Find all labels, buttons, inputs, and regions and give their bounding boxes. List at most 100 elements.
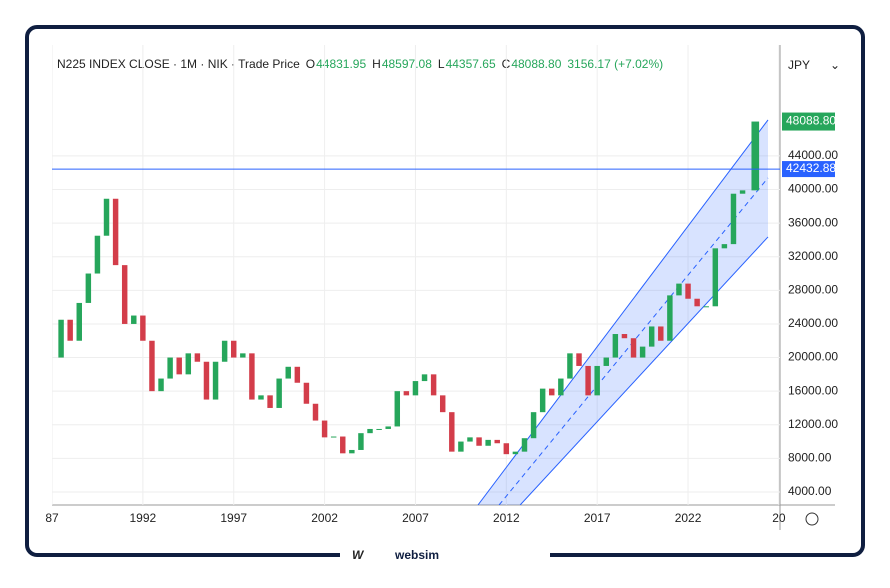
candle <box>158 378 164 392</box>
candle <box>131 315 137 324</box>
candle <box>112 198 119 266</box>
candle <box>203 361 210 400</box>
candle <box>703 306 709 308</box>
candle <box>312 403 319 421</box>
candle <box>340 436 346 454</box>
candle <box>321 420 328 438</box>
header-l: 44357.65 <box>446 57 496 71</box>
currency: JPY <box>788 58 810 72</box>
candle <box>512 451 519 455</box>
candle <box>249 353 255 400</box>
candle <box>739 190 746 194</box>
candle <box>67 319 73 341</box>
brand-icon: W <box>352 548 365 562</box>
candle <box>194 353 201 362</box>
candle <box>185 353 192 375</box>
x-tick-label: 1992 <box>130 511 157 525</box>
candle <box>58 319 64 358</box>
candle <box>412 381 419 396</box>
candle <box>349 449 355 454</box>
settings-icon[interactable] <box>805 512 819 526</box>
candle <box>594 365 600 396</box>
y-tick-label: 16000.00 <box>788 383 838 397</box>
x-tick-label: 1997 <box>220 511 247 525</box>
candle <box>367 428 373 434</box>
candle <box>612 334 619 358</box>
candle <box>376 428 382 430</box>
candle <box>76 302 82 341</box>
candle <box>330 436 337 438</box>
candle <box>285 366 291 379</box>
candle <box>103 198 110 236</box>
candle <box>221 340 228 362</box>
x-tick-label: 20 <box>772 511 786 525</box>
candle <box>539 388 546 413</box>
candle <box>449 412 455 452</box>
candle <box>503 443 510 455</box>
candle <box>694 298 700 307</box>
y-tick-label: 12000.00 <box>788 417 838 431</box>
candle <box>358 433 364 450</box>
h-line-label: 42432.88 <box>786 161 836 175</box>
candle <box>303 382 310 404</box>
x-tick-label: 2007 <box>402 511 429 525</box>
candle <box>667 295 673 341</box>
candle <box>685 283 691 299</box>
header-h: 48597.08 <box>382 57 432 71</box>
candle <box>240 353 246 358</box>
last-price-tag <box>782 112 835 131</box>
y-tick-label: 40000.00 <box>788 182 838 196</box>
header-c: 48088.80 <box>511 57 561 71</box>
candle <box>94 235 101 274</box>
candle <box>140 315 146 341</box>
header-change: 3156.17 (+7.02%) <box>567 57 663 71</box>
x-tick-label: 2022 <box>675 511 702 525</box>
last-price-label: 48088.80 <box>786 114 836 128</box>
y-tick-label: 28000.00 <box>788 283 838 297</box>
candle <box>530 412 537 439</box>
candle <box>676 283 682 296</box>
candle <box>385 426 391 429</box>
candle <box>212 361 219 400</box>
y-tick-label: 36000.00 <box>788 215 838 229</box>
x-tick-label: 87 <box>45 511 59 525</box>
h-line-tag <box>782 161 835 178</box>
candle <box>648 326 655 347</box>
candle <box>467 437 473 442</box>
candle <box>258 395 264 400</box>
candle <box>485 439 491 446</box>
header-h-label: H <box>372 57 381 71</box>
candle <box>567 353 573 379</box>
x-tick-label: 2002 <box>311 511 338 525</box>
frame <box>25 25 865 557</box>
candle <box>730 193 737 245</box>
channel-lower <box>519 236 769 505</box>
candle <box>121 265 128 324</box>
candle <box>267 395 273 408</box>
candle <box>576 353 582 366</box>
y-tick-label: 4000.00 <box>788 484 832 498</box>
candle <box>294 366 301 383</box>
candle <box>85 273 92 303</box>
candle <box>658 326 664 341</box>
candle <box>430 374 437 396</box>
header-l-label: L <box>438 57 445 71</box>
candle <box>521 438 528 452</box>
candle <box>167 357 173 379</box>
candle <box>421 374 428 382</box>
candle <box>439 395 446 413</box>
x-tick-label: 2012 <box>493 511 520 525</box>
candle <box>458 441 464 452</box>
candle <box>394 391 401 427</box>
candle <box>603 357 609 366</box>
header-o-label: O <box>306 57 315 71</box>
candle <box>721 244 728 249</box>
candle <box>558 378 564 396</box>
header-o: 44831.95 <box>316 57 366 71</box>
candle <box>549 388 555 396</box>
candle <box>751 121 760 191</box>
dropdown-icon[interactable]: ⌄ <box>830 58 840 72</box>
candle <box>585 365 591 396</box>
y-tick-label: 32000.00 <box>788 249 838 263</box>
